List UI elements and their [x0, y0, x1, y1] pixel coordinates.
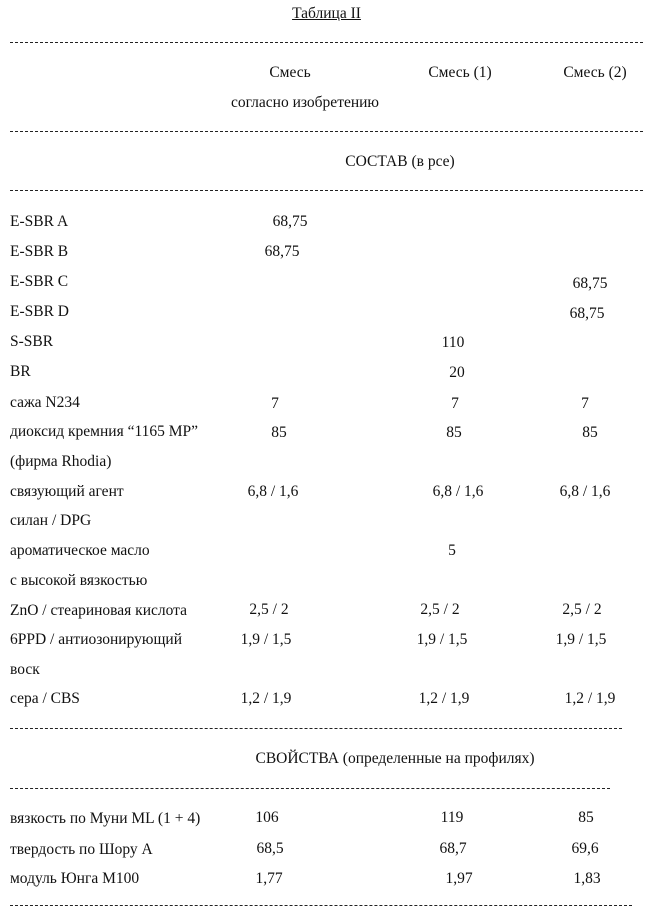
row-label: BR	[10, 363, 31, 381]
cell-value: 7	[225, 395, 325, 413]
divider	[10, 131, 643, 132]
table-title: Таблица II	[0, 5, 653, 23]
row-label: E-SBR C	[10, 273, 68, 291]
cell-value: 6,8 / 1,6	[218, 483, 328, 501]
row-label: E-SBR D	[10, 303, 69, 321]
row-label: связующий агент	[10, 483, 124, 501]
row-label: ароматическое масло	[10, 542, 150, 560]
cell-value: 2,5 / 2	[532, 601, 632, 619]
cell-value: 68,7	[403, 840, 503, 858]
cell-value: 1,2 / 1,9	[394, 690, 494, 708]
cell-value: 6,8 / 1,6	[403, 483, 513, 501]
cell-value: 1,9 / 1,5	[392, 631, 492, 649]
cell-value: 1,9 / 1,5	[216, 631, 316, 649]
cell-value: 69,6	[535, 840, 635, 858]
row-label: сажа N234	[10, 394, 80, 412]
row-label: с высокой вязкостью	[10, 572, 147, 590]
cell-value: 68,75	[540, 275, 640, 293]
cell-value: 119	[402, 809, 502, 827]
row-label: воск	[10, 661, 40, 679]
cell-value: 1,2 / 1,9	[540, 690, 640, 708]
row-label: модуль Юнга M100	[10, 870, 139, 888]
cell-value: 68,75	[240, 213, 340, 231]
divider	[10, 905, 632, 906]
header-col3: Смесь (2)	[545, 64, 645, 82]
cell-value: 1,77	[219, 870, 319, 888]
row-label: E-SBR A	[10, 213, 68, 231]
divider	[10, 788, 610, 789]
cell-value: 1,97	[409, 870, 509, 888]
row-label: диоксид кремния “1165 MP”	[10, 423, 198, 441]
cell-value: 7	[405, 395, 505, 413]
cell-value: 68,75	[537, 305, 637, 323]
row-label: вязкость по Муни ML (1 + 4)	[10, 810, 200, 828]
header-col2: Смесь (1)	[410, 64, 510, 82]
cell-value: 1,83	[537, 870, 637, 888]
section-properties-heading: СВОЙСТВА (определенные на профилях)	[200, 750, 590, 768]
cell-value: 68,5	[220, 840, 320, 858]
cell-value: 5	[402, 542, 502, 560]
cell-value: 7	[535, 395, 635, 413]
cell-value: 6,8 / 1,6	[530, 483, 640, 501]
cell-value: 85	[540, 424, 640, 442]
cell-value: 2,5 / 2	[390, 601, 490, 619]
cell-value: 106	[217, 809, 317, 827]
cell-value: 1,9 / 1,5	[531, 631, 631, 649]
row-label: (фирма Rhodia)	[10, 453, 111, 471]
cell-value: 68,75	[232, 243, 332, 261]
header-col1-line1: Смесь	[240, 64, 340, 82]
divider	[10, 728, 622, 729]
cell-value: 85	[404, 424, 504, 442]
cell-value: 20	[407, 364, 507, 382]
cell-value: 2,5 / 2	[219, 601, 319, 619]
row-label: силан / DPG	[10, 512, 91, 530]
header-col1-line2: согласно изобретению	[210, 94, 400, 112]
cell-value: 85	[536, 809, 636, 827]
divider	[10, 190, 643, 191]
row-label: 6PPD / антиозонирующий	[10, 631, 182, 649]
row-label: сера / CBS	[10, 690, 80, 708]
row-label: S-SBR	[10, 333, 53, 351]
row-label: ZnO / стеариновая кислота	[10, 602, 187, 620]
cell-value: 85	[229, 424, 329, 442]
cell-value: 110	[403, 334, 503, 352]
section-composition-heading: СОСТАВ (в рсе)	[330, 153, 470, 171]
row-label: E-SBR B	[10, 243, 68, 261]
row-label: твердость по Шору А	[10, 841, 153, 859]
cell-value: 1,2 / 1,9	[216, 690, 316, 708]
divider	[10, 42, 643, 43]
